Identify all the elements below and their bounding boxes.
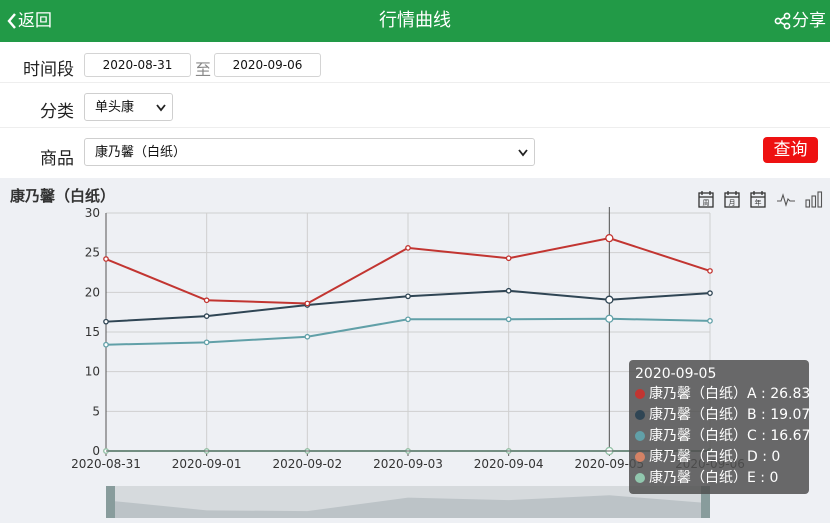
data-point [707, 290, 713, 296]
tooltip-row: 康乃馨（白纸）B : 19.07 [635, 405, 810, 426]
x-tick-label: 2020-09-01 [172, 457, 242, 471]
tooltip-row: 康乃馨（白纸）A : 26.83 [635, 384, 810, 405]
back-button[interactable]: 返回 [6, 0, 52, 42]
product-label: 商品 [40, 149, 74, 169]
y-tick-label: 10 [85, 365, 100, 379]
page-title: 行情曲线 [379, 10, 451, 31]
category-value: 单头康 [95, 100, 135, 115]
data-point [203, 297, 210, 304]
tooltip-row-text: 康乃馨（白纸）A : 26.83 [649, 386, 811, 402]
date-from-input[interactable]: 2020-08-31 [84, 53, 191, 77]
svg-text:年: 年 [755, 198, 762, 207]
tooltip-row-text: 康乃馨（白纸）C : 16.67 [649, 428, 811, 444]
data-point [605, 314, 614, 323]
data-point [707, 318, 713, 324]
y-tick-label: 15 [85, 325, 100, 339]
date-separator: 至 [195, 60, 212, 79]
data-point [103, 256, 109, 262]
line-chart-icon[interactable] [776, 190, 796, 208]
back-label: 返回 [18, 11, 52, 31]
bar-chart-icon[interactable] [805, 190, 823, 208]
series-dot [635, 473, 645, 483]
data-point [103, 341, 109, 348]
y-tick-label: 0 [92, 444, 100, 458]
category-label: 分类 [40, 102, 74, 122]
chevron-left-icon [7, 13, 16, 29]
tooltip-row-text: 康乃馨（白纸）E : 0 [649, 470, 779, 486]
share-label: 分享 [792, 11, 826, 31]
product-value: 康乃馨（白纸） [95, 145, 187, 160]
share-icon [774, 12, 791, 30]
data-point [405, 293, 411, 300]
series-dot [635, 389, 645, 399]
week-calendar-icon[interactable]: 周 [698, 190, 714, 208]
x-tick-label: 2020-09-02 [272, 457, 342, 471]
header-bar: 返回 行情曲线 分享 [0, 0, 830, 42]
share-button[interactable]: 分享 [774, 0, 826, 42]
data-point [505, 287, 512, 294]
data-point [304, 333, 311, 340]
zoom-handle-right[interactable] [701, 486, 710, 518]
tooltip-row-text: 康乃馨（白纸）B : 19.07 [649, 407, 811, 423]
chevron-down-icon [156, 104, 166, 112]
category-select[interactable]: 单头康 [84, 93, 173, 121]
y-tick-label: 30 [85, 206, 100, 220]
series-dot [635, 410, 645, 420]
tooltip-row: 康乃馨（白纸）E : 0 [635, 468, 803, 489]
chevron-down-icon [518, 149, 528, 157]
zoom-slider-shadow [106, 495, 710, 518]
svg-text:月: 月 [729, 199, 736, 207]
data-point [605, 233, 614, 243]
query-button[interactable]: 查询 [763, 137, 818, 163]
data-point [405, 316, 411, 323]
data-point [103, 318, 109, 325]
zoom-handle-left[interactable] [106, 486, 115, 518]
year-calendar-icon[interactable]: 年 [750, 190, 766, 208]
month-calendar-icon[interactable]: 月 [724, 190, 740, 208]
series-dot [635, 431, 645, 441]
data-point [505, 316, 512, 323]
date-to-input[interactable]: 2020-09-06 [214, 53, 321, 77]
data-point [203, 339, 210, 346]
y-tick-label: 20 [85, 285, 100, 299]
data-point [304, 300, 311, 307]
tooltip-row-text: 康乃馨（白纸）D : 0 [649, 449, 781, 465]
x-tick-label: 2020-08-31 [71, 457, 141, 471]
tooltip-date: 2020-09-05 [635, 366, 717, 382]
tooltip-row: 康乃馨（白纸）D : 0 [635, 447, 803, 468]
series-dot [635, 452, 645, 462]
y-tick-label: 5 [92, 404, 100, 418]
divider [0, 82, 830, 83]
chart-title: 康乃馨（白纸） [10, 187, 116, 205]
y-tick-label: 25 [85, 246, 100, 260]
period-label: 时间段 [23, 60, 74, 80]
x-tick-label: 2020-09-03 [373, 457, 443, 471]
line-chart[interactable]: 0 5 10 15 20 25 30 2020-08-31 2020-09-01 2020-09-… [0, 178, 830, 523]
product-select[interactable]: 康乃馨（白纸） [84, 138, 535, 166]
data-point [707, 268, 713, 274]
x-tick-label: 2020-09-05 [574, 457, 644, 471]
data-point [605, 295, 614, 304]
divider [0, 127, 830, 128]
chart-tooltip: 2020-09-05 康乃馨（白纸）A : 26.83 康乃馨（白纸）B : 19… [629, 360, 810, 494]
data-point [405, 245, 411, 251]
svg-text:周: 周 [703, 199, 710, 207]
x-tick-label: 2020-09-04 [474, 457, 544, 471]
data-point [203, 313, 210, 319]
data-point [505, 255, 512, 262]
tooltip-row: 康乃馨（白纸）C : 16.67 [635, 426, 810, 447]
